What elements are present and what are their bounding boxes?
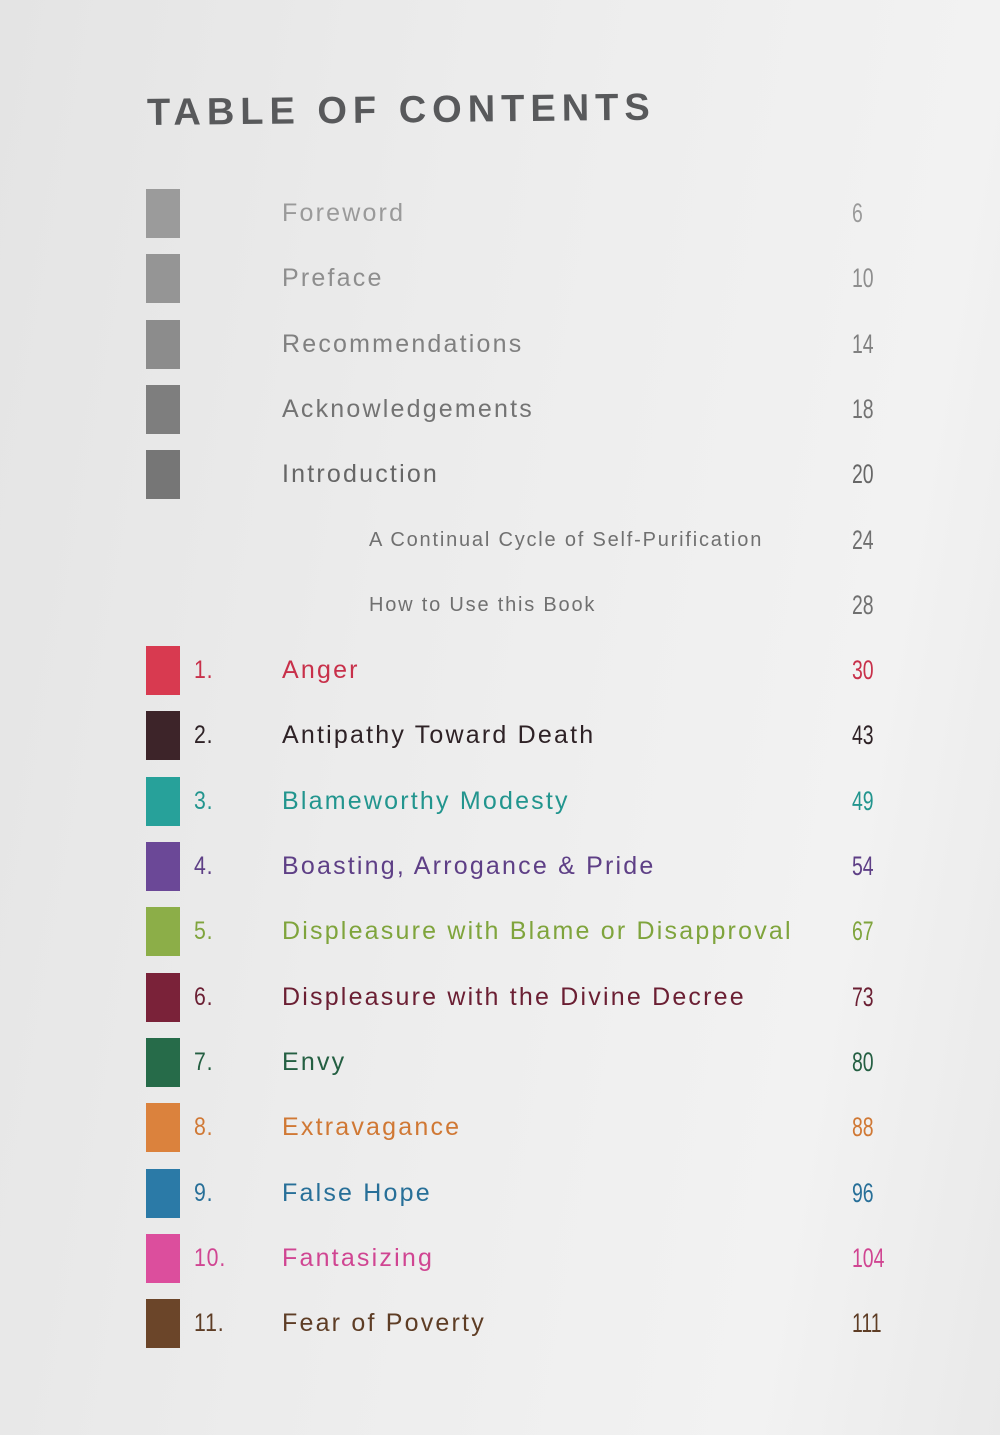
- toc-entry[interactable]: Introduction 20: [0, 450, 1000, 500]
- chapter-number: 3.: [194, 786, 214, 815]
- toc-entry[interactable]: 9. False Hope 96: [0, 1168, 1000, 1219]
- toc-entry[interactable]: 7. Envy 80: [0, 1037, 1000, 1088]
- chapter-number: 2.: [194, 721, 214, 750]
- chapter-number: 7.: [194, 1047, 214, 1076]
- toc-entry[interactable]: Acknowledgements 18: [0, 384, 1000, 435]
- entry-title: Fantasizing: [282, 1243, 435, 1272]
- page-number: 43: [852, 720, 874, 751]
- entry-title: Blameworthy Modesty: [282, 786, 570, 815]
- page-number: 96: [852, 1177, 874, 1208]
- entry-title: Boasting, Arrogance & Pride: [282, 852, 656, 880]
- entry-title: Preface: [282, 264, 384, 293]
- page-number: 20: [852, 459, 874, 490]
- entry-title: Introduction: [282, 460, 440, 489]
- color-marker: [146, 972, 180, 1022]
- entry-title: Recommendations: [282, 329, 524, 358]
- toc-entry[interactable]: 11. Fear of Poverty 111: [0, 1299, 1000, 1349]
- color-marker: [146, 384, 180, 434]
- page-number: 24: [852, 524, 874, 555]
- page-title: TABLE OF CONTENTS: [146, 86, 656, 134]
- page-number: 28: [852, 589, 874, 620]
- chapter-number: 11.: [194, 1309, 225, 1338]
- page-number: 6: [852, 198, 863, 228]
- entry-title: Envy: [282, 1047, 347, 1076]
- chapter-number: 1.: [194, 656, 214, 685]
- entry-title: Displeasure with Blame or Disapproval: [282, 917, 793, 946]
- color-marker: [146, 254, 180, 304]
- page-number: 18: [852, 393, 874, 424]
- color-marker: [146, 319, 180, 369]
- entry-title: Displeasure with the Divine Decree: [282, 982, 746, 1011]
- color-marker: [146, 450, 180, 500]
- chapter-number: 5.: [194, 917, 214, 946]
- entry-title: False Hope: [282, 1178, 432, 1207]
- entry-title: Foreword: [282, 199, 406, 227]
- toc-entry[interactable]: Preface 10: [0, 254, 1000, 304]
- color-marker: [146, 776, 180, 826]
- page-number: 54: [852, 851, 874, 881]
- toc-entry[interactable]: 1. Anger 30: [0, 646, 1000, 696]
- color-marker: [146, 1103, 180, 1153]
- color-marker: [146, 842, 180, 891]
- toc-entry[interactable]: 2. Antipathy Toward Death 43: [0, 711, 1000, 761]
- color-marker: [146, 189, 180, 238]
- entry-title: Acknowledgements: [282, 394, 534, 423]
- toc-entry[interactable]: 10. Fantasizing 104: [0, 1233, 1000, 1284]
- toc-entry[interactable]: 5. Displeasure with Blame or Disapproval 6…: [0, 907, 1000, 957]
- entry-title: How to Use this Book: [369, 593, 597, 616]
- entry-title: A Continual Cycle of Self-Purification: [369, 528, 764, 551]
- color-marker: [146, 1168, 180, 1218]
- chapter-number: 4.: [194, 852, 214, 880]
- color-marker: [146, 711, 180, 761]
- page-number: 80: [852, 1046, 874, 1077]
- chapter-number: 8.: [194, 1113, 214, 1142]
- toc-entry[interactable]: Foreword 6: [0, 189, 1000, 239]
- color-marker: [146, 646, 180, 696]
- page-number: 49: [852, 785, 874, 816]
- toc-entry[interactable]: 6. Displeasure with the Divine Decree 73: [0, 972, 1000, 1023]
- page-number: 10: [852, 263, 874, 294]
- entry-title: Fear of Poverty: [282, 1309, 486, 1338]
- chapter-number: 9.: [194, 1178, 214, 1207]
- color-marker: [146, 1037, 180, 1087]
- toc-entry[interactable]: 8. Extravagance 88: [0, 1103, 1000, 1153]
- page-number: 14: [852, 328, 874, 359]
- chapter-number: 6.: [194, 982, 214, 1011]
- toc-entry[interactable]: Recommendations 14: [0, 319, 1000, 370]
- page-number: 30: [852, 655, 874, 686]
- toc-entry[interactable]: How to Use this Book 28: [0, 581, 1000, 631]
- page-number: 104: [852, 1242, 885, 1273]
- toc-entry[interactable]: 3. Blameworthy Modesty 49: [0, 776, 1000, 827]
- toc-entry[interactable]: A Continual Cycle of Self-Purification 24: [0, 516, 1000, 566]
- color-marker: [146, 1299, 180, 1349]
- page-number: 88: [852, 1112, 874, 1143]
- page-number: 73: [852, 981, 874, 1012]
- entry-title: Extravagance: [282, 1113, 462, 1142]
- page-number: 111: [852, 1308, 882, 1339]
- color-marker: [146, 907, 180, 957]
- page-number: 67: [852, 916, 874, 947]
- entry-title: Antipathy Toward Death: [282, 721, 596, 750]
- entry-title: Anger: [282, 656, 360, 685]
- chapter-number: 10.: [194, 1243, 227, 1272]
- toc-entry[interactable]: 4. Boasting, Arrogance & Pride 54: [0, 842, 1000, 892]
- color-marker: [146, 1233, 180, 1283]
